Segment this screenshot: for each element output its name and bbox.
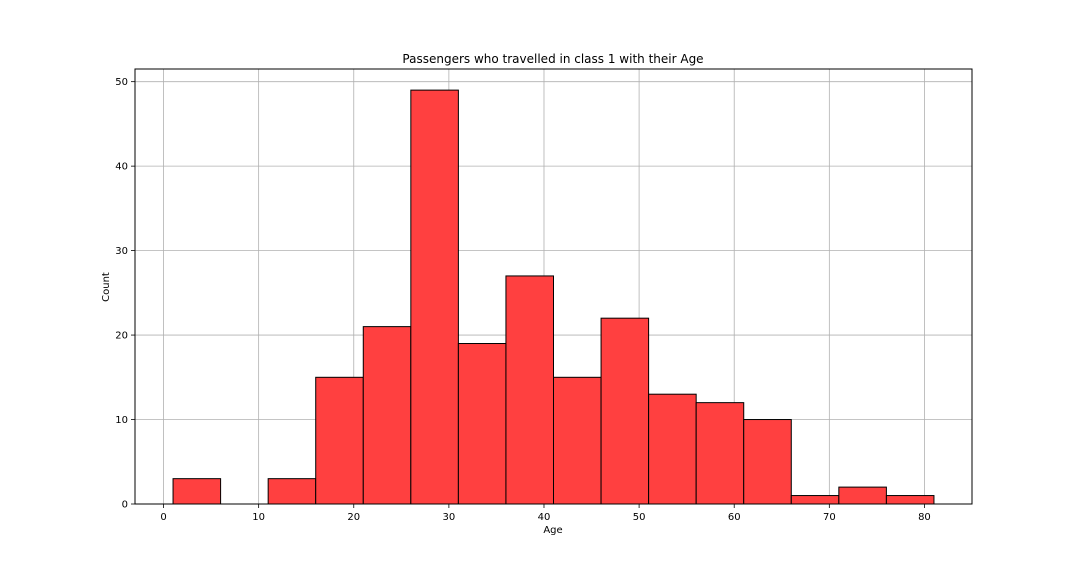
y-axis-ticks: 0 10 20 30 40 50 [115, 77, 135, 511]
x-tick-label: 40 [538, 512, 551, 523]
x-tick-label: 0 [160, 512, 166, 523]
y-tick-label: 0 [122, 500, 128, 511]
histogram-bar [410, 89, 459, 505]
histogram-bar [362, 326, 412, 505]
histogram-bar [885, 495, 935, 505]
histogram-bar [315, 376, 364, 505]
plot-frame [134, 68, 973, 505]
x-axis-label: Age [543, 525, 562, 536]
x-tick-label: 60 [728, 512, 741, 523]
histogram-bar [743, 419, 792, 505]
x-tick-label: 80 [918, 512, 931, 523]
y-axis-label: Count [101, 272, 112, 302]
y-tick-label: 40 [115, 162, 128, 173]
histogram-bar [172, 478, 222, 505]
histogram-bar [457, 343, 507, 505]
histogram-bar [505, 275, 554, 505]
histogram-bar [553, 376, 602, 505]
y-tick-label: 50 [115, 77, 128, 88]
histogram-bar [267, 478, 317, 505]
x-tick-label: 20 [347, 512, 360, 523]
histogram-bar [695, 402, 745, 505]
y-tick-label: 30 [115, 246, 128, 257]
histogram-bar [790, 495, 840, 505]
bars-group [172, 89, 935, 505]
chart-title: Passengers who travelled in class 1 with… [402, 52, 703, 66]
x-axis-ticks: 0 10 20 30 40 50 60 70 80 [160, 504, 931, 523]
x-tick-label: 10 [252, 512, 265, 523]
histogram-bar [600, 317, 650, 505]
y-tick-label: 10 [115, 415, 128, 426]
histogram-bar [838, 486, 887, 505]
y-tick-label: 20 [115, 331, 128, 342]
x-tick-label: 70 [823, 512, 836, 523]
x-tick-label: 30 [443, 512, 456, 523]
x-tick-label: 50 [633, 512, 646, 523]
histogram-bar [648, 393, 697, 505]
